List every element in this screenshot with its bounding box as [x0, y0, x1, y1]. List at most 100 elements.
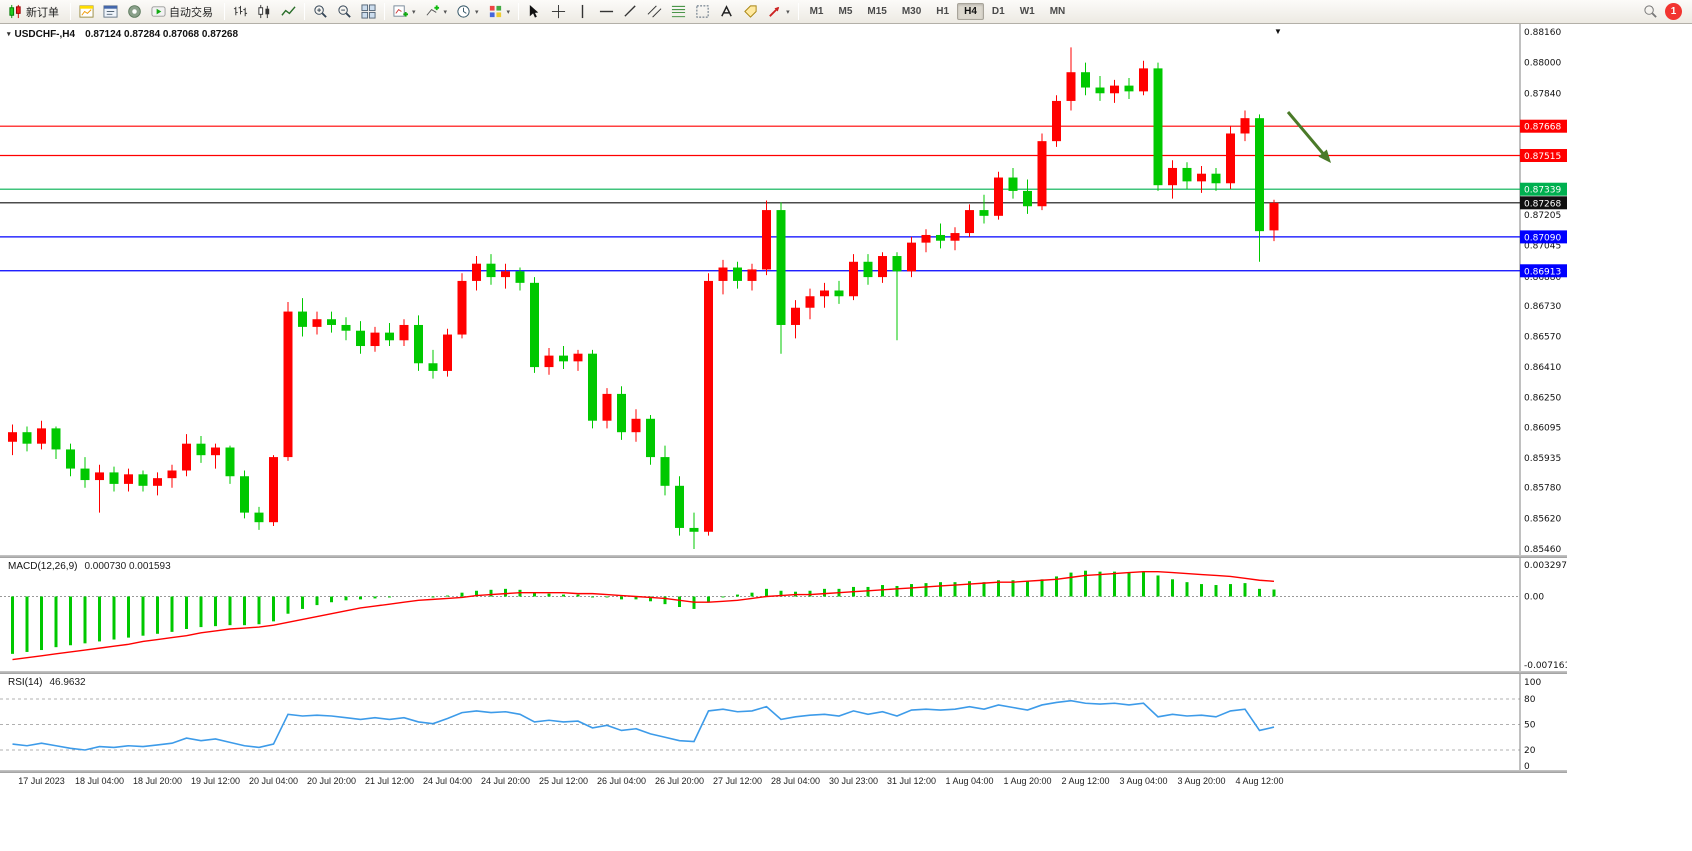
- zoom-out-button[interactable]: [333, 1, 356, 22]
- periods-button[interactable]: ▾: [452, 1, 483, 22]
- new-order-button[interactable]: 新订单: [4, 1, 66, 23]
- price-badge-label: 0.87090: [1524, 233, 1561, 243]
- candle-body: [573, 353, 583, 362]
- shapes-button[interactable]: [691, 1, 714, 22]
- timeframe-mn-button[interactable]: MN: [1043, 3, 1073, 20]
- symbol-timeframe-text: USDCHF-,H4: [14, 29, 76, 40]
- fibonacci-button[interactable]: [667, 1, 690, 22]
- crosshair-icon: [552, 4, 566, 19]
- community-button[interactable]: [123, 1, 146, 22]
- candle-body: [51, 428, 61, 450]
- notification-badge[interactable]: 1: [1665, 3, 1682, 20]
- trendline-icon: [624, 5, 636, 17]
- text-label-icon: [744, 5, 757, 18]
- chart-menu-icon[interactable]: ▾: [7, 31, 11, 38]
- candle-body: [138, 474, 148, 486]
- line-chart-icon: [281, 6, 296, 16]
- candle-body: [675, 485, 684, 528]
- crosshair-button[interactable]: [547, 1, 570, 22]
- timeframe-m5-button[interactable]: M5: [831, 3, 859, 20]
- channel-button[interactable]: [643, 1, 666, 22]
- templates-button[interactable]: ▾: [484, 1, 515, 22]
- price-tick-label: 0.85460: [1524, 545, 1561, 555]
- indicators-button[interactable]: ▾: [421, 1, 452, 22]
- rsi-panel-canvas[interactable]: 100 80 50 20 0: [0, 674, 1567, 770]
- charts-profile-button[interactable]: [75, 1, 98, 22]
- rsi-name-text: RSI(14): [8, 677, 43, 688]
- text-icon: [721, 5, 732, 17]
- price-chart-canvas[interactable]: 0.88160 0.88000 0.87840 0.87205 0.87045 0.868…: [0, 24, 1567, 555]
- time-axis-label: 18 Jul 04:00: [74, 776, 125, 786]
- timeframe-m15-button[interactable]: M15: [860, 3, 893, 20]
- candle-body: [370, 332, 380, 347]
- text-button[interactable]: [715, 1, 738, 22]
- candle-body: [283, 311, 293, 458]
- macd-tick-label: 0.003297: [1524, 561, 1567, 571]
- chevron-down-icon: ▾: [443, 8, 448, 16]
- timeframe-h1-button[interactable]: H1: [929, 3, 956, 20]
- macd-panel-canvas[interactable]: 0.003297 0.00 -0.007161: [0, 558, 1567, 671]
- rsi-value-text: 46.9632: [49, 677, 86, 688]
- candle-body: [849, 261, 858, 297]
- candle-body: [660, 457, 670, 486]
- time-axis-label: 19 Jul 12:00: [190, 776, 241, 786]
- candle-body: [1226, 133, 1235, 184]
- candlestick-chart-button[interactable]: [253, 1, 276, 22]
- price-tick-label: 0.86730: [1524, 302, 1561, 312]
- horizontal-line-icon: [600, 10, 614, 13]
- candle-body: [965, 210, 974, 234]
- candle-body: [312, 319, 322, 327]
- candle-body: [428, 363, 438, 371]
- cursor-button[interactable]: [523, 1, 546, 22]
- time-axis[interactable]: 17 Jul 2023 18 Jul 04:00 18 Jul 20:00 19 Ju…: [0, 772, 1567, 792]
- candle-body: [182, 443, 191, 471]
- panel-separator[interactable]: [0, 671, 1567, 674]
- trendline-button[interactable]: [619, 1, 642, 22]
- metaeditor-button[interactable]: [99, 1, 122, 22]
- toolbar-separator: [384, 3, 385, 20]
- new-order-label: 新订单: [26, 6, 59, 19]
- timeframe-w1-button[interactable]: W1: [1013, 3, 1042, 20]
- vertical-line-button[interactable]: [571, 1, 594, 22]
- arrows-button[interactable]: ▾: [763, 1, 794, 22]
- search-button[interactable]: [1639, 1, 1662, 22]
- timeframe-m30-button[interactable]: M30: [895, 3, 928, 20]
- cursor-icon: [529, 4, 539, 18]
- autotrading-button[interactable]: 自动交易: [147, 1, 220, 23]
- bar-chart-button[interactable]: [229, 1, 252, 22]
- candle-body: [733, 267, 742, 281]
- new-chart-button[interactable]: ▾: [389, 1, 420, 22]
- horizontal-line-button[interactable]: [595, 1, 618, 22]
- candle-body: [1182, 167, 1192, 182]
- candle-body: [1081, 72, 1090, 88]
- candle-body: [994, 177, 1003, 216]
- candle-body: [37, 428, 46, 444]
- text-label-button[interactable]: [739, 1, 762, 22]
- timeframe-m1-button[interactable]: M1: [803, 3, 831, 20]
- macd-tick-label: 0.00: [1524, 593, 1544, 603]
- chevron-down-icon: ▾: [786, 8, 790, 16]
- time-axis-label: 30 Jul 23:00: [828, 776, 879, 786]
- time-axis-label: 24 Jul 20:00: [480, 776, 531, 786]
- candle-body: [863, 261, 873, 278]
- macd-signal-line: [12, 570, 1275, 661]
- tile-windows-button[interactable]: [357, 1, 380, 22]
- chart-shift-marker-icon[interactable]: ▼: [1274, 27, 1282, 36]
- candle-body: [950, 233, 960, 241]
- price-tick-label: 0.85935: [1524, 454, 1561, 464]
- rsi-tick-label: 100: [1524, 678, 1541, 688]
- candle-body: [1008, 177, 1018, 191]
- line-chart-button[interactable]: [277, 1, 300, 22]
- timeframe-d1-button[interactable]: D1: [985, 3, 1012, 20]
- candlesticks-icon: [258, 4, 270, 19]
- panel-separator[interactable]: [0, 770, 1567, 773]
- panel-separator[interactable]: [0, 555, 1567, 558]
- toolbar-separator: [797, 3, 799, 20]
- price-badge: [1520, 119, 1567, 133]
- zoom-in-button[interactable]: [309, 1, 332, 22]
- templates-icon: [489, 5, 501, 18]
- price-tick-label: 0.88160: [1524, 28, 1561, 38]
- timeframe-h4-button[interactable]: H4: [957, 3, 984, 20]
- time-axis-label: 4 Aug 12:00: [1235, 776, 1284, 786]
- macd-values-text: 0.000730 0.001593: [84, 561, 171, 572]
